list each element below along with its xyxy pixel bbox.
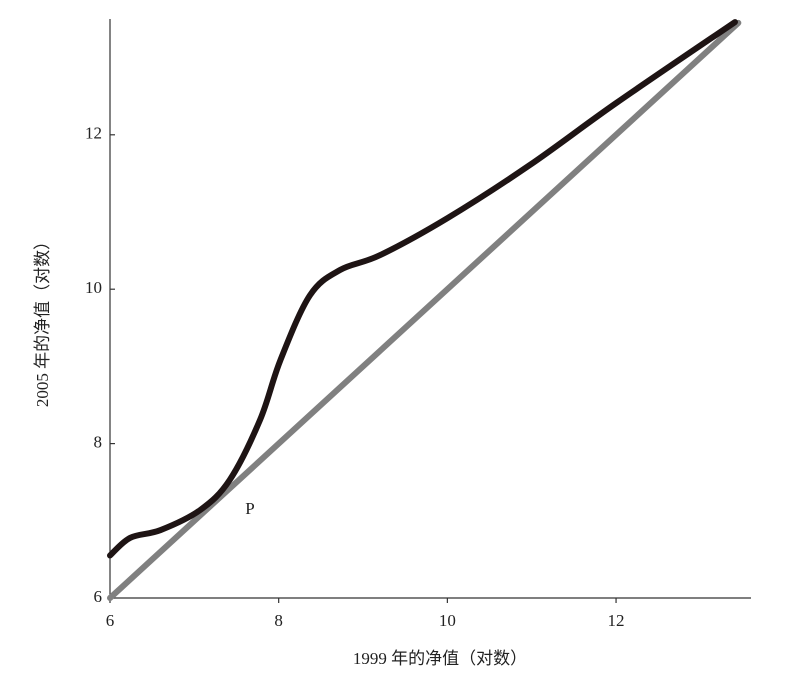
y-axis-title: 2005 年的净值（对数） <box>33 233 52 407</box>
x-tick-label: 8 <box>274 611 283 630</box>
y-tick-label: 6 <box>94 587 103 606</box>
annotation: P <box>245 499 254 518</box>
data-line <box>107 19 738 559</box>
data-line <box>107 19 742 601</box>
y-tick-label: 10 <box>85 278 102 297</box>
y-tick-label: 8 <box>94 433 103 452</box>
y-tick-label: 12 <box>85 124 102 143</box>
x-tick-label: 12 <box>608 611 625 630</box>
x-axis-title: 1999 年的净值（对数） <box>353 649 527 668</box>
x-tick-label: 10 <box>439 611 456 630</box>
x-tick-label: 6 <box>106 611 115 630</box>
